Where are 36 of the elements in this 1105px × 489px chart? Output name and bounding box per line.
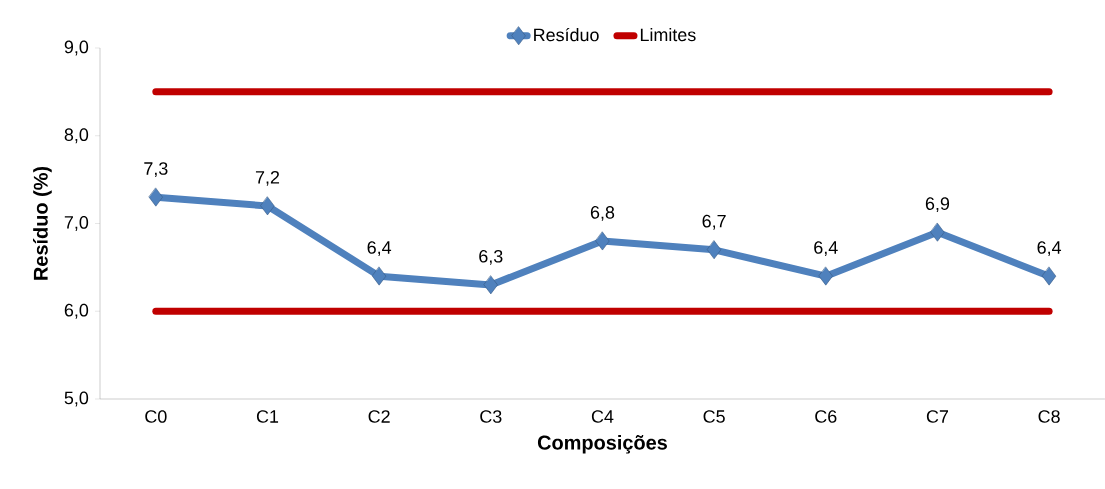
point — [930, 222, 945, 242]
x-tick-label: C8 — [1038, 410, 1060, 423]
x-tick-label: C5 — [703, 410, 725, 423]
legend-label: Limites — [640, 28, 696, 42]
data-label: 6,4 — [367, 241, 392, 256]
point — [1042, 266, 1057, 286]
y-tick-label: 8,0 — [64, 128, 89, 144]
data-label: 6,9 — [925, 197, 950, 213]
y-tick-label: 5,0 — [64, 391, 89, 407]
x-tick-label: C4 — [591, 410, 614, 423]
point — [818, 266, 833, 286]
legend-label: Resíduo — [534, 27, 599, 42]
x-tick-label: C0 — [145, 410, 167, 423]
data-label: 6,3 — [479, 249, 503, 265]
data-label: 7,2 — [255, 170, 280, 186]
point — [483, 275, 498, 295]
x-tick-label: C2 — [368, 410, 390, 423]
data-label: 6,4 — [814, 241, 838, 256]
x-axis-title: Composições — [537, 435, 667, 454]
point — [372, 266, 387, 286]
data-label: 7,3 — [144, 162, 168, 177]
data-label: 6,8 — [590, 206, 615, 221]
x-tick-label: C1 — [256, 410, 279, 423]
y-axis-title: Resíduo (%) — [33, 166, 52, 280]
x-tick-label: C6 — [815, 410, 837, 423]
y-tick-label: 6,0 — [64, 303, 89, 319]
y-tick-label: 9,0 — [64, 40, 89, 56]
point — [707, 240, 722, 260]
data-label: 6,4 — [1037, 241, 1062, 256]
y-tick-label: 7,0 — [64, 216, 89, 231]
point — [260, 196, 275, 216]
x-tick-label: C7 — [926, 410, 948, 423]
x-tick-label: C3 — [480, 410, 502, 423]
point — [148, 187, 163, 207]
data-label: 6,7 — [702, 214, 726, 230]
point — [595, 231, 610, 251]
